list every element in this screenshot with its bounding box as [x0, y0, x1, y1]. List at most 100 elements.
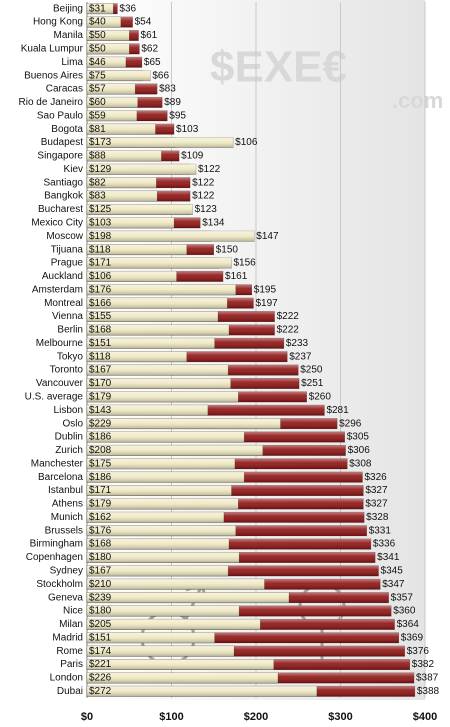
y-tick-label: Hong Kong [33, 17, 83, 28]
value-label: $151 [89, 632, 112, 643]
bar-shine [87, 645, 405, 657]
bar-shine [87, 538, 229, 550]
value-label: $179 [89, 499, 112, 510]
value-label: $88 [89, 151, 106, 162]
bar-shine [87, 659, 274, 670]
value-label: $179 [89, 391, 112, 402]
value-label: $388 [417, 686, 440, 697]
bar-shine [87, 137, 234, 148]
value-label: $95 [169, 110, 186, 121]
bar-shine [87, 378, 231, 389]
watermark: .com [392, 88, 443, 113]
value-label: $305 [347, 432, 370, 443]
bar-shine [87, 418, 281, 429]
value-label: $197 [255, 298, 278, 309]
bar-shine [87, 391, 239, 403]
value-label: $81 [89, 124, 106, 135]
bar-shine [87, 3, 114, 14]
value-label: $122 [198, 164, 221, 175]
bar-shine [87, 672, 278, 684]
bar-shine [87, 204, 193, 215]
value-label: $162 [89, 512, 112, 523]
bar-shine [87, 324, 229, 336]
value-label: $167 [89, 565, 112, 576]
bar-shine [87, 552, 240, 563]
y-tick-label: Tijuana [51, 244, 84, 255]
y-tick-label: Zurich [55, 445, 83, 456]
y-tick-label: Athens [52, 499, 83, 510]
value-label: $208 [89, 445, 112, 456]
y-tick-label: Amsterdam [32, 284, 83, 295]
value-label: $129 [89, 164, 112, 175]
value-label: $40 [89, 17, 106, 28]
bar-shine [87, 123, 156, 135]
y-tick-label: Auckland [42, 271, 83, 282]
value-label: $61 [141, 30, 158, 41]
y-tick-label: Kiev [64, 164, 83, 175]
bar-shine [87, 70, 151, 81]
bar-shine [87, 565, 379, 577]
y-tick-label: Montreal [44, 298, 83, 309]
value-label: $176 [89, 284, 112, 295]
value-label: $168 [89, 325, 112, 336]
value-label: $83 [89, 191, 106, 202]
value-label: $46 [89, 57, 106, 68]
value-label: $134 [202, 217, 225, 228]
y-tick-label: Vienna [52, 311, 83, 322]
value-label: $369 [401, 632, 424, 643]
y-tick-label: Moscow [46, 231, 83, 242]
value-label: $186 [89, 432, 112, 443]
bar-shine [87, 110, 137, 121]
value-label: $170 [89, 378, 112, 389]
y-tick-label: Nice [63, 606, 83, 617]
bar-shine [87, 351, 288, 362]
bar-shine [87, 471, 245, 483]
y-tick-label: Budapest [41, 137, 83, 148]
value-label: $60 [89, 97, 106, 108]
y-tick-label: Bogota [51, 124, 83, 135]
bar-shine [87, 645, 235, 657]
bar-shine [87, 632, 215, 643]
value-label: $106 [89, 271, 112, 282]
value-label: $151 [89, 338, 112, 349]
value-label: $328 [366, 512, 389, 523]
value-label: $109 [181, 151, 204, 162]
value-label: $66 [152, 70, 169, 81]
value-label: $306 [348, 445, 371, 456]
value-label: $171 [89, 258, 112, 269]
bar-shine [87, 619, 261, 630]
y-tick-label: Kuala Lumpur [21, 43, 84, 54]
value-label: $123 [195, 204, 218, 215]
value-label: $31 [89, 3, 106, 14]
value-label: $103 [176, 124, 199, 135]
bar-shine [87, 217, 175, 229]
y-tick-label: Istanbul [48, 485, 83, 496]
y-tick-label: Sao Paulo [37, 110, 84, 121]
y-tick-label: Santiago [44, 177, 84, 188]
value-label: $226 [89, 673, 112, 684]
y-tick-label: London [50, 673, 83, 684]
value-label: $122 [192, 191, 215, 202]
value-label: $198 [89, 231, 112, 242]
x-tick-label: $300 [328, 711, 352, 723]
bar-shine [87, 525, 236, 536]
value-label: $237 [289, 351, 312, 362]
bar-shine [87, 351, 187, 362]
bar-shine [87, 97, 138, 108]
value-label: $251 [301, 378, 324, 389]
value-label: $345 [381, 565, 404, 576]
value-label: $156 [233, 258, 256, 269]
y-tick-label: Mexico City [31, 217, 83, 228]
y-tick-label: Barcelona [38, 472, 83, 483]
y-tick-label: Oslo [62, 418, 83, 429]
value-label: $103 [89, 217, 112, 228]
bar-shine [87, 297, 228, 309]
value-label: $122 [192, 177, 215, 188]
value-label: $205 [89, 619, 112, 630]
value-label: $327 [365, 485, 388, 496]
bar-shine [87, 284, 236, 295]
value-label: $167 [89, 365, 112, 376]
bar-shine [87, 512, 224, 523]
bar-shine [87, 686, 317, 697]
